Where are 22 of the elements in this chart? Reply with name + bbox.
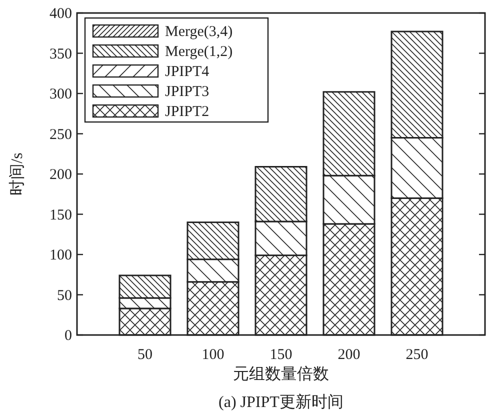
y-tick-label: 150 xyxy=(50,207,72,224)
x-tick-label: 100 xyxy=(202,347,224,363)
x-tick-label: 50 xyxy=(138,347,152,363)
legend-label: Merge(3,4) xyxy=(165,24,233,40)
y-tick-label: 400 xyxy=(50,6,72,22)
x-tick-label: 250 xyxy=(406,347,428,363)
y-axis-title: 时间/s xyxy=(8,152,26,196)
legend-label: JPIPT2 xyxy=(165,104,210,120)
legend-label: Merge(1,2) xyxy=(165,44,233,60)
y-tick-label: 350 xyxy=(50,46,72,62)
y-tick-label: 250 xyxy=(50,126,72,143)
y-tick-label: 200 xyxy=(50,167,72,183)
x-axis-title: 元组数量倍数 xyxy=(233,365,329,383)
x-tick-label: 200 xyxy=(338,347,360,363)
text: (a) JPIPT更新时间 xyxy=(218,393,344,411)
y-tick-label: 0 xyxy=(64,328,72,344)
legend-label: JPIPT4 xyxy=(165,64,210,80)
y-tick-label: 100 xyxy=(50,248,72,264)
y-tick-label: 300 xyxy=(50,86,72,102)
y-tick-label: 50 xyxy=(57,288,72,304)
x-tick-label: 150 xyxy=(270,347,292,363)
legend-label: JPIPT3 xyxy=(165,84,210,100)
